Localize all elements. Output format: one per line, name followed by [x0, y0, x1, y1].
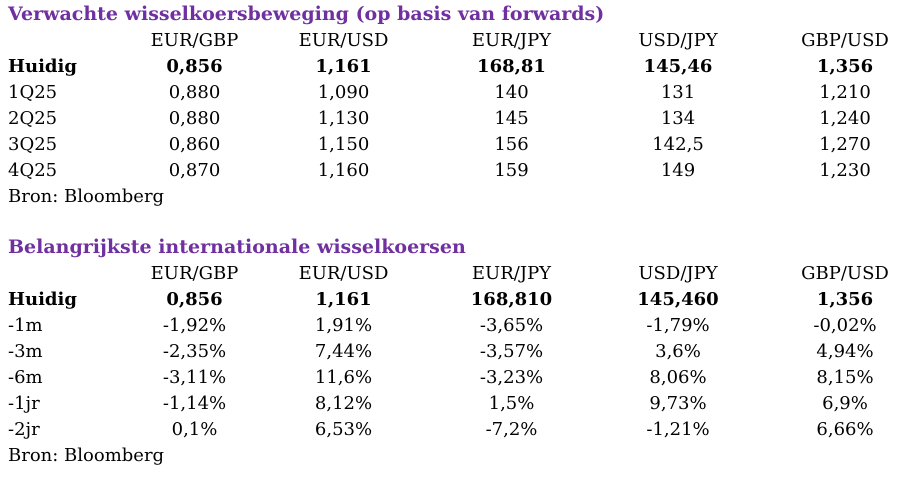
table-row: -3m -2,35% 7,44% -3,57% 3,6% 4,94% — [0, 339, 913, 365]
rates-current-row: Huidig 0,856 1,161 168,810 145,460 1,356 — [0, 287, 913, 313]
row-label: -6m — [8, 367, 43, 388]
table-cell: 3,6% — [655, 341, 701, 362]
forwards-table: EUR/GBP EUR/USD EUR/JPY USD/JPY GBP/USD … — [0, 28, 913, 184]
table-cell: 7,44% — [314, 341, 373, 362]
table-cell: 1,5% — [488, 393, 535, 414]
table-cell: 1,161 — [315, 289, 372, 310]
table-cell: 156 — [494, 134, 529, 155]
row-label: 4Q25 — [8, 160, 58, 181]
table-cell: 1,230 — [819, 160, 871, 181]
rates-header-row: EUR/GBP EUR/USD EUR/JPY USD/JPY GBP/USD — [0, 261, 913, 287]
row-label: 2Q25 — [8, 108, 58, 129]
table-cell: 6,66% — [816, 419, 874, 440]
table-cell: 168,81 — [477, 56, 546, 77]
rates-title: Belangrijkste internationale wisselkoers… — [8, 236, 466, 258]
table-cell: -1,14% — [162, 393, 227, 414]
table-cell: -1,79% — [646, 315, 710, 336]
rates-column-header: USD/JPY — [638, 263, 718, 284]
table-cell: 1,161 — [315, 56, 372, 77]
table-cell: -7,2% — [485, 419, 538, 440]
row-label: -3m — [8, 341, 43, 362]
table-cell: 149 — [660, 160, 696, 181]
row-label: -2jr — [8, 419, 40, 440]
row-label: -1jr — [8, 393, 40, 414]
table-cell: -1,92% — [162, 315, 227, 336]
forwards-header-empty — [0, 28, 138, 54]
table-row: 4Q25 0,870 1,160 159 149 1,230 — [0, 158, 913, 184]
table-cell: 142,5 — [652, 134, 704, 155]
table-cell: 1,090 — [317, 82, 370, 103]
rates-column-header: EUR/USD — [298, 263, 389, 284]
row-label: Huidig — [8, 56, 77, 77]
table-row: -2jr 0,1% 6,53% -7,2% -1,21% 6,66% — [0, 417, 913, 443]
row-label: -1m — [8, 315, 43, 336]
table-cell: -3,11% — [162, 367, 227, 388]
table-cell: 0,860 — [168, 134, 221, 155]
table-row: -1jr -1,14% 8,12% 1,5% 9,73% 6,9% — [0, 391, 913, 417]
rates-column-header: GBP/USD — [801, 263, 889, 284]
table-cell: 1,240 — [819, 108, 871, 129]
table-cell: 8,06% — [649, 367, 707, 388]
table-cell: 6,53% — [314, 419, 373, 440]
table-cell: 6,9% — [822, 393, 868, 414]
table-cell: -3,57% — [479, 341, 544, 362]
table-row: 3Q25 0,860 1,150 156 142,5 1,270 — [0, 132, 913, 158]
table-cell: 0,856 — [166, 56, 223, 77]
table-cell: 145,46 — [643, 56, 713, 77]
table-cell: 0,870 — [168, 160, 221, 181]
forwards-current-row: Huidig 0,856 1,161 168,81 145,46 1,356 — [0, 54, 913, 80]
table-cell: 1,150 — [317, 134, 370, 155]
forwards-title: Verwachte wisselkoersbeweging (op basis … — [8, 3, 605, 25]
table-cell: 4,94% — [816, 341, 874, 362]
table-row: -6m -3,11% 11,6% -3,23% 8,06% 8,15% — [0, 365, 913, 391]
table-cell: 134 — [660, 108, 696, 129]
table-cell: 1,130 — [317, 108, 370, 129]
row-label: Huidig — [8, 289, 77, 310]
table-cell: 1,160 — [317, 160, 370, 181]
table-cell: 131 — [660, 82, 696, 103]
table-cell: 8,12% — [314, 393, 373, 414]
row-label: 3Q25 — [8, 134, 58, 155]
table-cell: 0,880 — [168, 82, 221, 103]
table-cell: 1,91% — [314, 315, 373, 336]
forwards-source: Bron: Bloomberg — [8, 186, 165, 207]
table-cell: 0,880 — [168, 108, 221, 129]
rates-column-header: EUR/JPY — [471, 263, 552, 284]
table-cell: 9,73% — [649, 393, 707, 414]
table-cell: -1,21% — [646, 419, 710, 440]
table-cell: 1,356 — [816, 289, 874, 310]
rates-header-empty — [0, 261, 138, 287]
table-cell: 1,270 — [819, 134, 871, 155]
table-row: 1Q25 0,880 1,090 140 131 1,210 — [0, 80, 913, 106]
table-cell: 145 — [494, 108, 529, 129]
table-cell: 145,460 — [637, 289, 719, 310]
table-cell: 140 — [494, 82, 529, 103]
row-label: 1Q25 — [8, 82, 58, 103]
table-cell: -0,02% — [813, 315, 877, 336]
forwards-column-header: EUR/JPY — [471, 30, 552, 51]
table-row: 2Q25 0,880 1,130 145 134 1,240 — [0, 106, 913, 132]
table-cell: 0,856 — [166, 289, 223, 310]
table-cell: -3,23% — [479, 367, 544, 388]
forwards-column-header: EUR/USD — [298, 30, 389, 51]
table-cell: 168,810 — [470, 289, 553, 310]
table-cell: 11,6% — [314, 367, 373, 388]
forwards-header-row: EUR/GBP EUR/USD EUR/JPY USD/JPY GBP/USD — [0, 28, 913, 54]
table-cell: 8,15% — [816, 367, 874, 388]
rates-table: EUR/GBP EUR/USD EUR/JPY USD/JPY GBP/USD … — [0, 261, 913, 443]
table-cell: 1,356 — [816, 56, 874, 77]
table-cell: -2,35% — [162, 341, 227, 362]
forwards-column-header: GBP/USD — [801, 30, 889, 51]
forwards-column-header: EUR/GBP — [150, 30, 239, 51]
table-cell: 159 — [494, 160, 529, 181]
table-cell: 1,210 — [819, 82, 871, 103]
table-cell: 0,1% — [171, 419, 218, 440]
table-row: -1m -1,92% 1,91% -3,65% -1,79% -0,02% — [0, 313, 913, 339]
table-cell: -3,65% — [479, 315, 544, 336]
forwards-column-header: USD/JPY — [638, 30, 718, 51]
rates-column-header: EUR/GBP — [150, 263, 239, 284]
rates-source: Bron: Bloomberg — [8, 445, 165, 466]
